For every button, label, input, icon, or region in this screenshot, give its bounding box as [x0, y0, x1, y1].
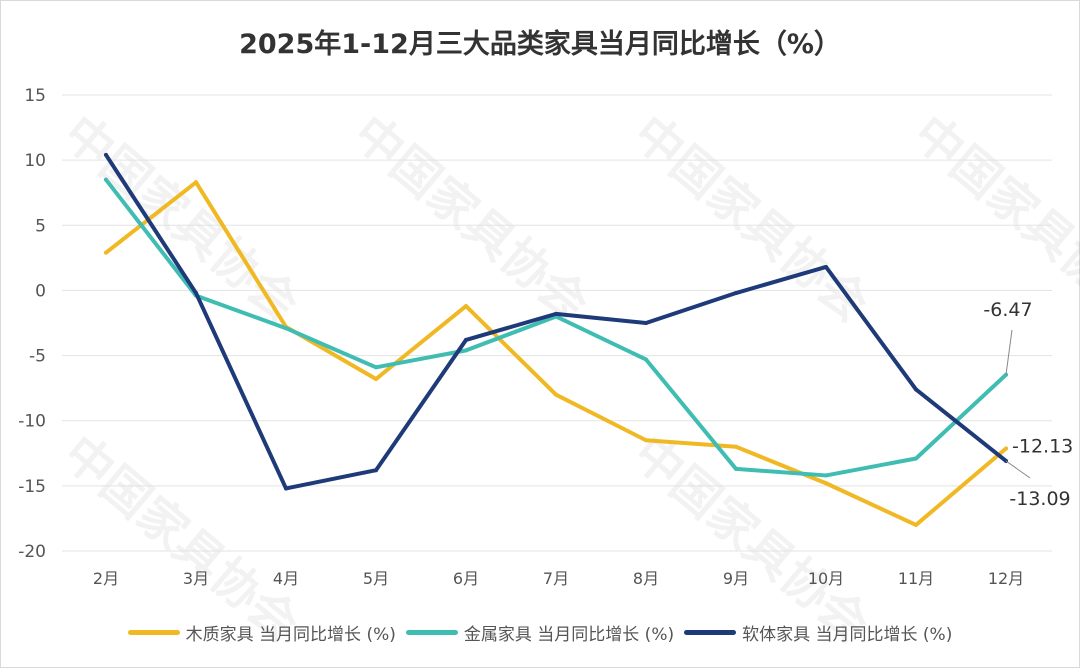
x-tick-label: 2月: [93, 569, 119, 588]
x-tick-label: 8月: [633, 569, 659, 588]
x-tick-label: 9月: [723, 569, 749, 588]
legend-swatch: [405, 630, 458, 635]
data-point: [554, 392, 558, 397]
y-tick-label: -5: [29, 347, 46, 367]
annotation-label: -6.47: [983, 299, 1032, 321]
series-line-0: [104, 180, 1008, 527]
y-tick-label: 5: [35, 216, 46, 236]
x-tick-label: 11月: [898, 569, 934, 588]
data-point: [1004, 446, 1008, 451]
legend: 木质家具 当月同比增长 (%) 金属家具 当月同比增长 (%) 软体家具 当月同…: [0, 620, 1080, 645]
x-tick-label: 3月: [183, 569, 209, 588]
annotation-label: -13.09: [1009, 488, 1070, 510]
data-point: [644, 357, 648, 362]
x-tick-label: 5月: [363, 569, 389, 588]
data-point: [104, 250, 108, 255]
data-point: [914, 456, 918, 461]
data-point: [464, 348, 468, 353]
annotation-leader: [1005, 460, 1031, 479]
legend-label: 金属家具 当月同比增长 (%): [463, 625, 675, 645]
legend-item-wood[interactable]: 木质家具 当月同比增长 (%): [127, 620, 396, 645]
data-point: [734, 291, 738, 296]
x-tick-label: 10月: [808, 569, 844, 588]
x-tick-label: 6月: [453, 569, 479, 588]
series-line-2: [104, 152, 1008, 491]
legend-label: 软体家具 当月同比增长 (%): [742, 625, 953, 645]
legend-swatch: [127, 630, 180, 635]
data-point: [464, 337, 468, 342]
chart-title: 2025年1-12月三大品类家具当月同比增长（%）: [239, 29, 841, 60]
legend-label: 木质家具 当月同比增长 (%): [185, 625, 396, 645]
data-point: [194, 291, 198, 296]
data-point: [464, 304, 468, 309]
data-point: [734, 444, 738, 449]
x-tick-label: 4月: [273, 569, 299, 588]
legend-swatch: [684, 630, 737, 635]
data-point: [284, 326, 288, 331]
legend-item-metal[interactable]: 金属家具 当月同比增长 (%): [405, 620, 675, 645]
data-point: [644, 438, 648, 443]
data-point: [914, 387, 918, 392]
data-point: [914, 522, 918, 527]
y-tick-label: 0: [35, 281, 46, 301]
data-point: [104, 177, 108, 182]
data-point: [374, 377, 378, 382]
data-point: [284, 486, 288, 491]
data-point: [374, 365, 378, 370]
y-tick-label: -15: [18, 477, 46, 497]
y-tick-label: -10: [18, 412, 46, 432]
x-tick-label: 7月: [543, 569, 569, 588]
data-point: [194, 180, 198, 185]
annotation-label: -12.13: [1012, 435, 1073, 457]
data-point: [734, 466, 738, 471]
y-tick-label: 15: [24, 86, 46, 106]
data-point: [104, 152, 108, 157]
data-point: [374, 468, 378, 473]
y-tick-label: -20: [18, 542, 46, 562]
y-tick-label: 10: [24, 151, 46, 171]
annotation-leader: [1005, 329, 1013, 375]
data-point: [644, 321, 648, 325]
data-point: [824, 473, 828, 478]
legend-item-soft[interactable]: 软体家具 当月同比增长 (%): [684, 620, 952, 645]
data-point: [824, 264, 828, 269]
x-tick-label: 12月: [988, 569, 1024, 588]
data-point: [554, 311, 558, 316]
data-point: [824, 481, 828, 486]
